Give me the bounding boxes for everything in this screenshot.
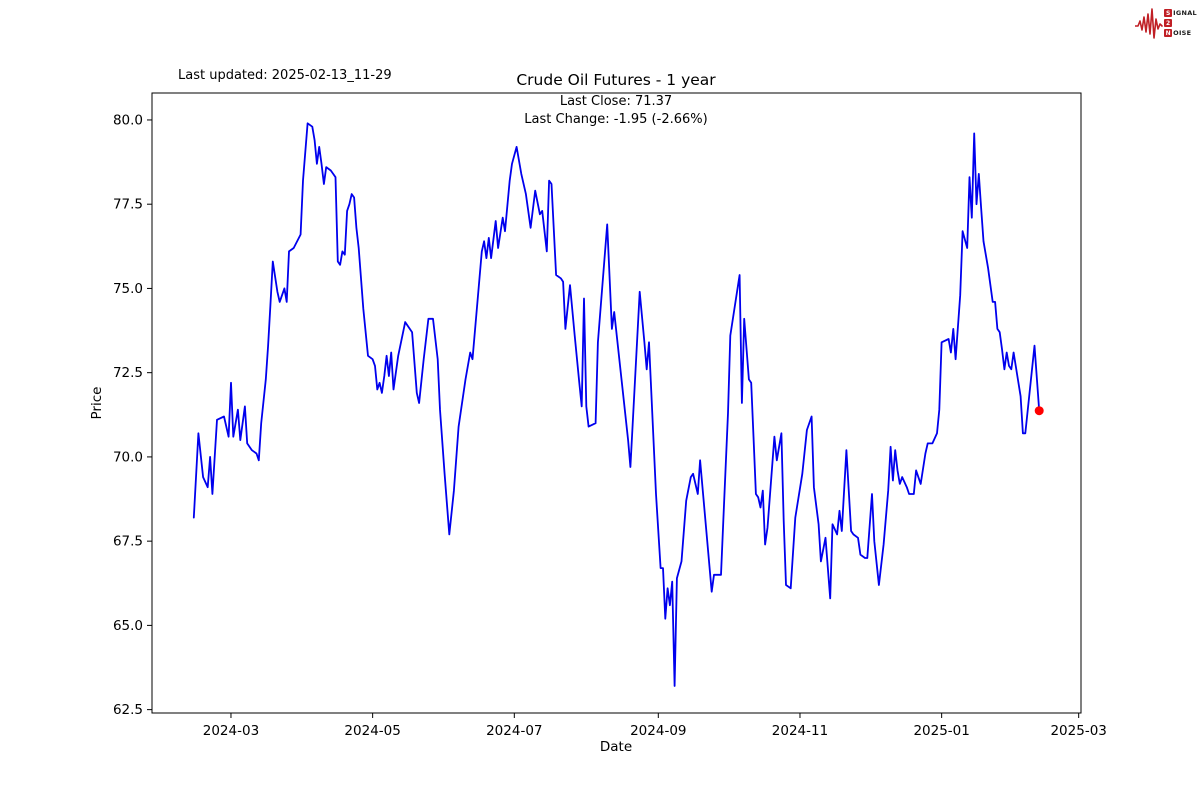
y-tick-label: 77.5 [113, 197, 143, 213]
y-tick-label: 80.0 [113, 112, 143, 128]
x-axis-label: Date [599, 739, 633, 755]
y-axis-label: Price [89, 386, 105, 420]
chart-title: Crude Oil Futures - 1 year [516, 71, 716, 89]
x-tick-label: 2024-05 [344, 723, 400, 739]
brand-rest-oise: OISE [1173, 29, 1192, 37]
waveform-icon [1135, 8, 1163, 39]
y-tick-label: 67.5 [113, 534, 143, 550]
x-tick-label: 2025-03 [1050, 723, 1106, 739]
x-tick-label: 2024-07 [486, 723, 542, 739]
brand-initial-s: S [1164, 9, 1173, 17]
brand-text: S IGNAL 2 N OISE [1164, 9, 1197, 38]
axes-spines [151, 92, 1082, 714]
y-tick-label: 70.0 [113, 449, 143, 465]
brand-row-noise: N OISE [1164, 29, 1197, 38]
x-tick-label: 2025-01 [913, 723, 969, 739]
subtitle-last-change: Last Change: -1.95 (-2.66%) [524, 112, 708, 127]
brand-row-signal: S IGNAL [1164, 9, 1197, 18]
y-tick-label: 75.0 [113, 281, 143, 297]
y-tick-label: 65.0 [113, 618, 143, 634]
x-tick-label: 2024-09 [630, 723, 686, 739]
last-updated-text: Last updated: 2025-02-13_11-29 [178, 68, 392, 83]
last-price-marker [1034, 406, 1044, 416]
y-tick-label: 62.5 [113, 702, 143, 718]
brand-logo: S IGNAL 2 N OISE [1135, 5, 1197, 41]
x-tick-label: 2024-11 [772, 723, 828, 739]
brand-initial-n: N [1164, 29, 1173, 37]
brand-rest-ignal: IGNAL [1173, 9, 1197, 17]
brand-initial-2: 2 [1164, 19, 1173, 27]
y-tick-label: 72.5 [113, 365, 143, 381]
price-line [192, 122, 1041, 687]
brand-row-2: 2 [1164, 19, 1197, 28]
x-tick-label: 2024-03 [203, 723, 259, 739]
subtitle-last-close: Last Close: 71.37 [559, 94, 673, 109]
